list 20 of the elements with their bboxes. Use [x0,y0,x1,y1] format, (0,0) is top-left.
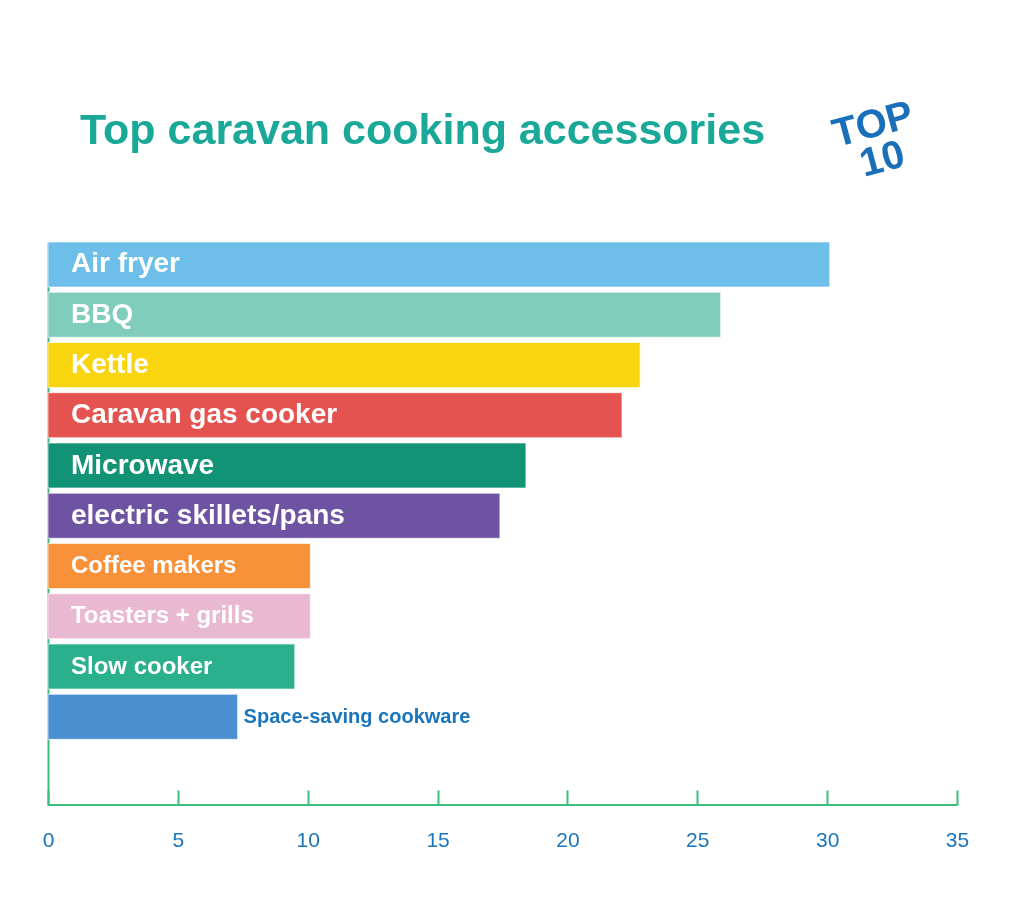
x-tick-label: 10 [296,827,320,851]
y-tick-label: electric skillets/pans [71,498,345,530]
x-tick-label: 20 [556,827,580,851]
y-tick-label: Slow cooker [71,651,213,679]
x-tick-label: 35 [945,827,970,851]
x-tick-label: 5 [172,827,185,851]
y-tick-label: BBQ [71,297,134,329]
y-tick-label: Air fryer [71,247,181,279]
y-tick-label: Coffee makers [71,551,237,579]
y-tick-label: Space-saving cookware [243,704,471,727]
y-tick-label: Caravan gas cooker [71,398,338,430]
y-tick-label: Microwave [71,448,215,480]
x-tick-label: 30 [815,827,840,851]
x-tick-label: 25 [686,827,710,851]
x-tick-label: 0 [42,827,55,851]
text: TOP 10 [827,91,918,185]
x-tick-label: 15 [426,827,450,851]
chart-title: Top caravan cooking accessories [80,105,766,154]
y-tick-label: Kettle [71,348,149,379]
y-tick-label: Toasters + grills [71,601,254,629]
